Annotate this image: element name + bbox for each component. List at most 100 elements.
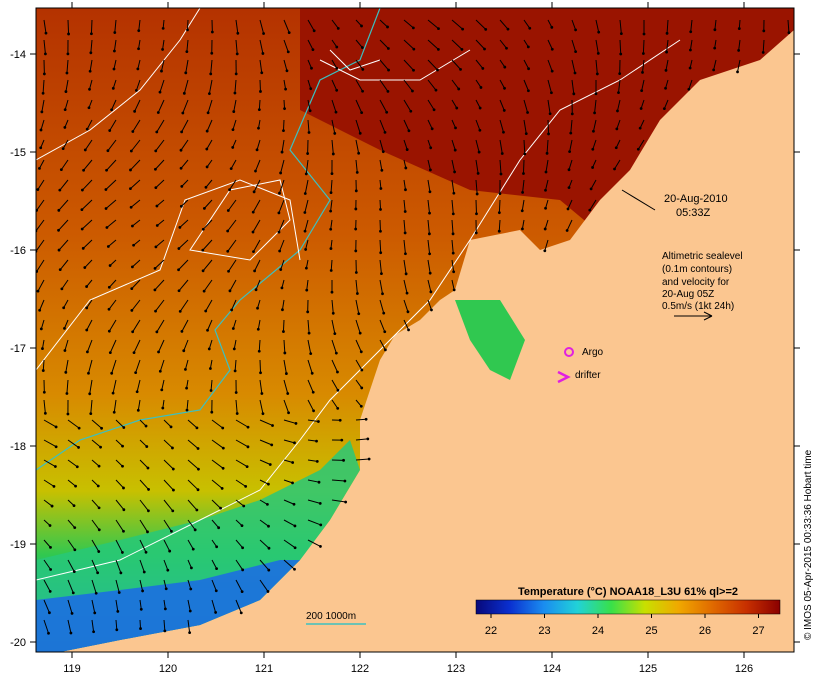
velocity-arrow bbox=[115, 439, 123, 447]
velocity-arrow bbox=[379, 39, 389, 49]
velocity-arrow bbox=[181, 119, 189, 133]
velocity-arrow bbox=[211, 439, 224, 449]
velocity-arrow bbox=[235, 19, 239, 34]
velocity-arrow-head bbox=[593, 111, 596, 115]
velocity-arrow bbox=[157, 99, 165, 113]
velocity-arrow-head bbox=[202, 206, 206, 210]
velocity-arrow bbox=[589, 199, 597, 211]
velocity-arrow-head bbox=[36, 289, 40, 293]
velocity-arrow bbox=[43, 399, 46, 414]
velocity-arrow bbox=[138, 39, 141, 49]
velocity-arrow bbox=[379, 159, 383, 171]
velocity-arrow bbox=[155, 139, 165, 152]
velocity-arrow-head bbox=[293, 546, 297, 550]
velocity-arrow-head bbox=[146, 466, 150, 470]
velocity-arrow bbox=[787, 19, 790, 33]
velocity-arrow-head bbox=[521, 190, 524, 194]
velocity-arrow bbox=[109, 339, 117, 353]
velocity-arrow-head bbox=[93, 611, 97, 615]
velocity-arrow-head bbox=[360, 368, 364, 372]
velocity-arrow bbox=[544, 239, 549, 251]
velocity-arrow-head bbox=[405, 291, 409, 295]
velocity-arrow-head bbox=[58, 268, 62, 272]
velocity-arrow-head bbox=[121, 464, 124, 468]
velocity-arrow-head bbox=[219, 506, 222, 510]
velocity-arrow bbox=[283, 479, 293, 484]
velocity-arrow-head bbox=[160, 388, 164, 392]
velocity-arrow bbox=[109, 119, 117, 131]
velocity-arrow bbox=[91, 599, 96, 613]
velocity-arrow-head bbox=[304, 266, 308, 270]
velocity-arrow-head bbox=[568, 150, 572, 154]
velocity-arrow-head bbox=[619, 32, 623, 36]
velocity-arrow-head bbox=[565, 229, 569, 232]
longitude-axis: 119 120 121 122 123 124 125 126 bbox=[63, 2, 753, 675]
velocity-arrow-head bbox=[428, 252, 432, 256]
velocity-arrow bbox=[138, 19, 141, 31]
velocity-arrow bbox=[161, 59, 165, 72]
velocity-arrow-head bbox=[334, 110, 338, 114]
velocity-arrow bbox=[210, 379, 213, 391]
velocity-arrow bbox=[233, 339, 237, 349]
velocity-arrow-head bbox=[614, 146, 618, 150]
velocity-arrow-head bbox=[382, 311, 386, 315]
velocity-arrow-head bbox=[567, 168, 571, 172]
velocity-arrow-head bbox=[52, 484, 56, 488]
velocity-arrow-head bbox=[502, 109, 506, 112]
velocity-arrow-head bbox=[161, 27, 165, 30]
velocity-arrow bbox=[257, 299, 261, 309]
velocity-arrow bbox=[162, 19, 165, 29]
velocity-arrow-head bbox=[428, 168, 432, 172]
velocity-arrow-head bbox=[270, 443, 274, 447]
velocity-arrow bbox=[523, 119, 527, 134]
velocity-arrow-head bbox=[403, 210, 407, 213]
velocity-arrow-head bbox=[379, 251, 383, 255]
velocity-arrow bbox=[568, 159, 573, 170]
velocity-arrow bbox=[105, 199, 117, 209]
velocity-arrow bbox=[427, 39, 439, 50]
velocity-arrow-head bbox=[163, 607, 167, 611]
velocity-arrow bbox=[155, 299, 165, 312]
velocity-arrow bbox=[594, 99, 597, 113]
velocity-arrow bbox=[132, 259, 141, 268]
velocity-arrow bbox=[451, 159, 456, 173]
velocity-arrow-head bbox=[154, 245, 158, 249]
velocity-arrow bbox=[139, 579, 144, 592]
velocity-arrow bbox=[331, 339, 337, 354]
velocity-arrow bbox=[83, 159, 93, 171]
velocity-arrow bbox=[81, 219, 93, 230]
velocity-arrow-head bbox=[386, 90, 390, 93]
velocity-arrow bbox=[355, 159, 358, 173]
velocity-arrow bbox=[330, 179, 333, 193]
velocity-arrow-head bbox=[74, 484, 77, 488]
velocity-arrow bbox=[187, 499, 198, 511]
velocity-arrow bbox=[178, 279, 189, 292]
velocity-arrow-head bbox=[360, 386, 364, 390]
velocity-arrow-head bbox=[154, 167, 157, 171]
velocity-arrow bbox=[139, 559, 145, 573]
velocity-arrow-head bbox=[329, 227, 333, 231]
velocity-arrow-head bbox=[281, 308, 284, 312]
velocity-arrow-head bbox=[242, 504, 246, 508]
velocity-arrow bbox=[475, 179, 478, 194]
velocity-arrow bbox=[566, 219, 573, 231]
velocity-arrow bbox=[451, 119, 456, 129]
velocity-arrow-head bbox=[303, 211, 307, 214]
velocity-arrow bbox=[91, 419, 102, 429]
velocity-arrow bbox=[131, 279, 141, 289]
velocity-arrow-head bbox=[201, 248, 205, 252]
velocity-arrow-head bbox=[130, 287, 134, 291]
velocity-arrow-head bbox=[429, 146, 433, 150]
velocity-arrow bbox=[163, 419, 172, 428]
velocity-arrow bbox=[304, 199, 309, 213]
velocity-arrow-head bbox=[172, 488, 175, 492]
velocity-arrow bbox=[403, 219, 406, 233]
velocity-arrow-head bbox=[185, 50, 189, 54]
velocity-arrow bbox=[307, 519, 321, 526]
velocity-arrow bbox=[67, 619, 72, 634]
velocity-arrow-head bbox=[550, 91, 553, 95]
velocity-arrow bbox=[379, 339, 386, 351]
velocity-arrow-head bbox=[282, 330, 285, 333]
velocity-arrow bbox=[307, 59, 312, 69]
velocity-arrow-head bbox=[235, 52, 239, 56]
